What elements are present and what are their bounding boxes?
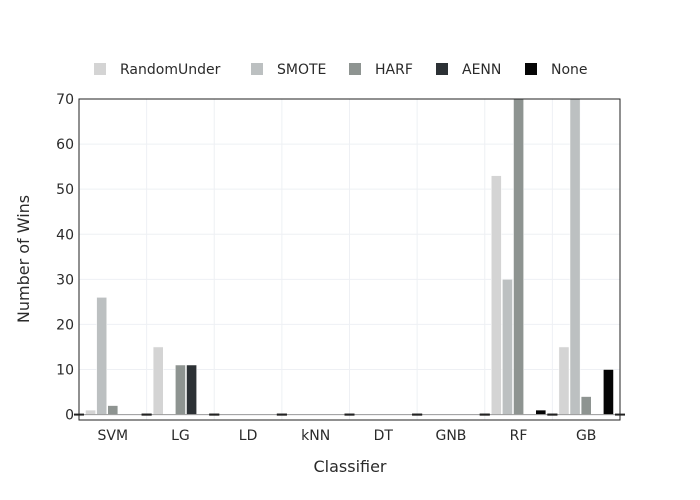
y-tick-label: 30 — [56, 272, 74, 288]
legend-swatch-none — [525, 63, 537, 75]
bar-harf-gb — [580, 396, 592, 415]
y-axis-title: Number of Wins — [14, 195, 33, 323]
bar-randomunder-lg — [152, 346, 164, 415]
bar-harf-lg — [175, 364, 186, 415]
bar-smote-rf — [502, 279, 513, 415]
y-tick-label: 70 — [56, 92, 74, 108]
y-tick-label: 0 — [65, 408, 74, 424]
legend-label-harf: HARF — [375, 62, 413, 78]
bar-randomunder-rf — [491, 175, 502, 415]
y-tick-label: 40 — [56, 227, 74, 243]
x-tick-label: LG — [171, 428, 190, 444]
x-tick-label: kNN — [301, 428, 330, 444]
gridlines — [79, 98, 620, 420]
legend-label-aenn: AENN — [462, 62, 501, 78]
bar-none-gb — [603, 369, 614, 415]
bar-harf-rf — [513, 98, 524, 415]
legend-label-smote: SMOTE — [277, 62, 326, 78]
y-tick-label: 10 — [56, 363, 74, 379]
bars — [85, 98, 614, 415]
bar-none-rf — [535, 409, 547, 415]
y-axis-ticks: 0 10 20 30 40 50 60 70 — [56, 92, 74, 424]
y-tick-label: 50 — [56, 182, 74, 198]
legend: RandomUnder SMOTE HARF AENN None — [94, 62, 588, 78]
x-axis-ticks: SVM LG LD kNN DT GNB RF GB — [98, 428, 597, 444]
legend-swatch-smote — [251, 63, 263, 75]
bar-randomunder-svm — [85, 409, 96, 415]
bar-harf-svm — [107, 405, 119, 415]
bar-smote-gb — [569, 98, 581, 415]
x-tick-label: DT — [374, 428, 394, 444]
bar-smote-svm — [96, 297, 107, 415]
x-axis-title: Classifier — [313, 457, 386, 476]
legend-label-none: None — [551, 62, 588, 78]
legend-swatch-randomunder — [94, 63, 106, 75]
plot-frame — [78, 98, 621, 421]
y-tick-label: 60 — [56, 137, 74, 153]
bar-randomunder-gb — [558, 346, 570, 415]
x-tick-label: SVM — [98, 428, 129, 444]
x-tick-label: LD — [239, 428, 258, 444]
legend-swatch-harf — [349, 63, 361, 75]
y-tick-label: 20 — [56, 317, 74, 333]
bar-aenn-lg — [186, 364, 197, 415]
x-tick-label: GNB — [435, 428, 466, 444]
x-tick-label: GB — [576, 428, 596, 444]
legend-swatch-aenn — [436, 63, 448, 75]
x-tick-label: RF — [510, 428, 528, 444]
legend-label-randomunder: RandomUnder — [120, 62, 221, 78]
